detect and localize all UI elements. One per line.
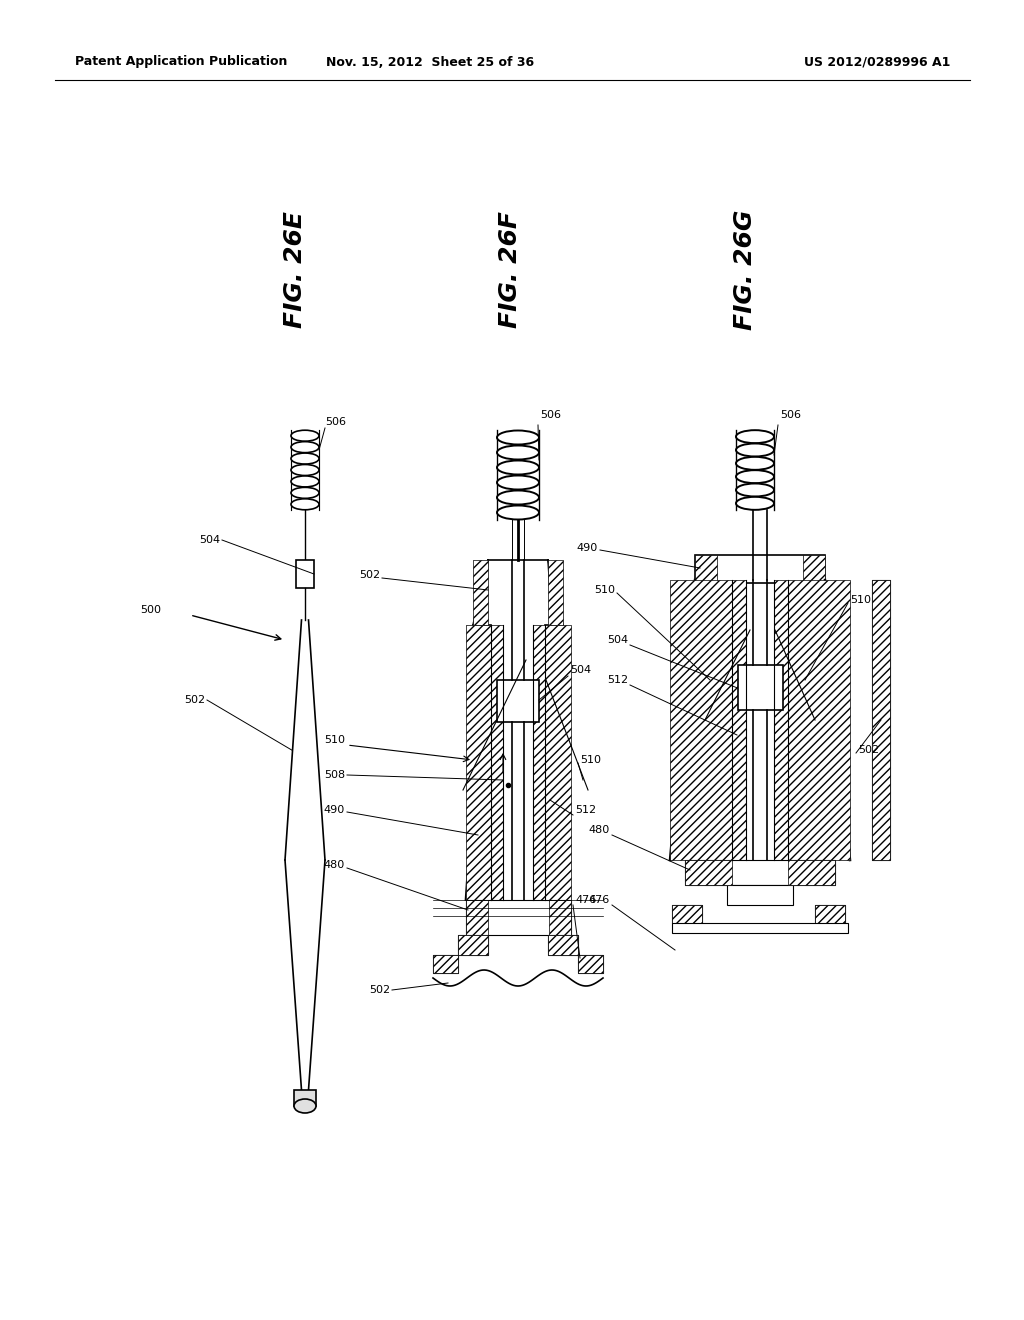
Bar [458,935,488,954]
Bar [545,624,570,900]
Text: 480: 480 [589,825,610,836]
Text: US 2012/0289996 A1: US 2012/0289996 A1 [804,55,950,69]
Bar [803,554,825,583]
Bar [727,884,793,906]
Ellipse shape [497,491,539,504]
Ellipse shape [291,477,319,487]
Ellipse shape [294,1100,316,1113]
Text: FIG. 26E: FIG. 26E [283,211,307,329]
Bar [732,579,746,861]
Text: 502: 502 [358,570,380,579]
Bar [296,560,314,587]
Bar [294,1090,316,1106]
Bar [685,861,835,884]
Text: 490: 490 [577,543,598,553]
Bar [672,906,702,923]
Text: 504: 504 [607,635,628,645]
Ellipse shape [736,483,774,496]
Bar [497,680,539,722]
Bar [458,935,488,954]
Text: Patent Application Publication: Patent Application Publication [75,55,288,69]
Bar [788,579,850,861]
Bar [433,954,458,973]
Text: 502: 502 [184,696,205,705]
Text: 512: 512 [575,805,596,814]
Bar [695,554,717,583]
Ellipse shape [497,430,539,445]
Bar [695,554,825,583]
Text: Nov. 15, 2012  Sheet 25 of 36: Nov. 15, 2012 Sheet 25 of 36 [326,55,535,69]
Bar [466,900,570,935]
Text: 510: 510 [324,735,345,744]
Bar [815,906,845,923]
Bar [534,624,545,900]
Bar [578,954,603,973]
Ellipse shape [291,453,319,465]
Ellipse shape [736,496,774,510]
Text: 480: 480 [324,861,345,870]
Ellipse shape [497,506,539,520]
Ellipse shape [291,465,319,475]
Ellipse shape [736,457,774,470]
Bar [548,560,563,624]
Text: 490: 490 [324,805,345,814]
Text: FIG. 26F: FIG. 26F [498,211,522,329]
Bar [685,861,732,884]
Bar [466,900,487,935]
Text: 476: 476 [589,895,610,906]
Text: 504: 504 [570,665,591,675]
Text: 504: 504 [199,535,220,545]
Bar [672,906,702,923]
Ellipse shape [497,475,539,490]
Bar [548,935,578,954]
Text: 508: 508 [324,770,345,780]
Ellipse shape [291,499,319,510]
Bar [466,624,490,900]
Bar [788,861,835,884]
Bar [737,665,782,710]
Text: 500: 500 [140,605,161,615]
Ellipse shape [736,470,774,483]
Text: 502: 502 [369,985,390,995]
Text: 510: 510 [580,755,601,766]
Bar [872,579,890,861]
Ellipse shape [291,430,319,441]
Bar [549,900,570,935]
Bar [670,579,732,861]
Text: FIG. 26G: FIG. 26G [733,210,757,330]
Text: 502: 502 [858,744,880,755]
Text: 512: 512 [607,675,628,685]
Text: 506: 506 [780,411,801,420]
Bar [672,923,848,933]
Text: 510: 510 [594,585,615,595]
Bar [872,579,890,861]
Bar [473,560,488,624]
Text: 506: 506 [325,417,346,426]
Ellipse shape [497,461,539,474]
Bar [548,935,578,954]
Bar [774,579,788,861]
Text: 476: 476 [575,895,596,906]
Bar [578,954,603,973]
Ellipse shape [736,430,774,444]
Ellipse shape [497,446,539,459]
Text: 506: 506 [540,411,561,420]
Ellipse shape [291,442,319,453]
Bar [433,954,458,973]
Bar [815,906,845,923]
Text: 510: 510 [850,595,871,605]
Ellipse shape [736,444,774,457]
Ellipse shape [291,487,319,499]
Bar [490,624,503,900]
